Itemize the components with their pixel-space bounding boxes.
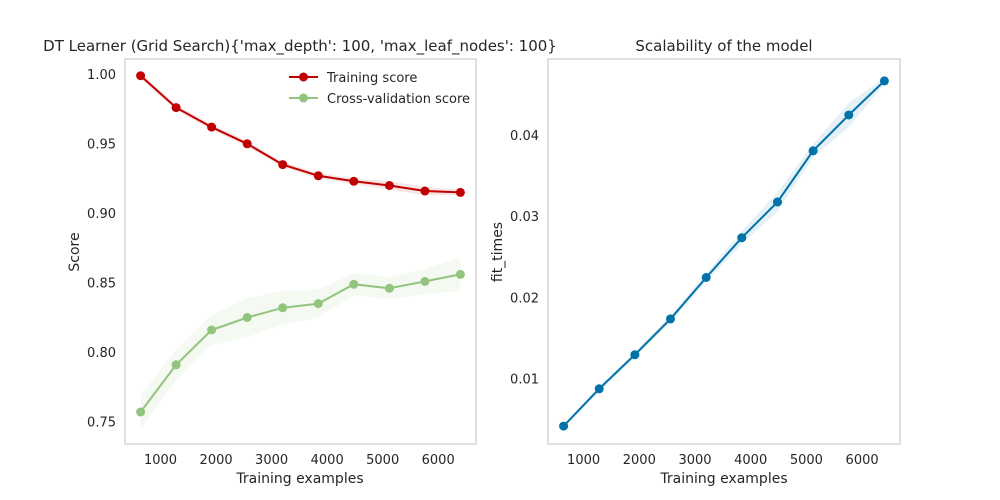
scalability-line-series-0 (562, 80, 886, 427)
learning-curve-point-cross-validation-score (349, 279, 359, 289)
learning-curve-point-cross-validation-score (136, 407, 146, 417)
scalability-xlabel: Training examples (659, 471, 787, 487)
learning-curve-xtick-label: 1000 (144, 453, 177, 468)
learning-curve-point-cross-validation-score (455, 269, 465, 279)
scalability-point-series-0 (594, 384, 604, 394)
scalability-xticks: 1000 2000 3000 4000 5000 6000 (567, 453, 879, 468)
scalability-title: Scalability of the model (635, 37, 812, 55)
learning-curve-point-cross-validation-score (242, 313, 252, 322)
learning-curve-xticks: 1000 2000 3000 4000 5000 6000 (144, 453, 455, 468)
learning-curve-ytick-label: 0.85 (87, 276, 116, 291)
scalability-yticks: 0.01 0.02 0.03 0.04 (510, 129, 539, 388)
learning-curve-chart: DT Learner (Grid Search){'max_depth': 10… (43, 37, 557, 487)
learning-curve-ytick-label: 0.80 (87, 346, 116, 361)
legend-marker-training-score (299, 72, 308, 82)
scalability-ytick-label: 0.02 (510, 291, 539, 306)
legend-marker-cross-validation-score (299, 93, 308, 103)
learning-curve-point-training-score (207, 122, 217, 132)
scalability-point-series-0 (879, 76, 889, 86)
learning-curve-ytick-label: 0.90 (87, 207, 116, 222)
learning-curve-point-training-score (313, 171, 323, 181)
scalability-point-series-0 (701, 273, 711, 282)
scalability-point-series-0 (737, 233, 747, 243)
learning-curve-point-cross-validation-score (207, 325, 217, 335)
scalability-xtick-label: 6000 (846, 453, 879, 468)
scalability-xtick-label: 3000 (678, 453, 711, 468)
learning-curve-band-cross-validation-score (140, 257, 461, 429)
scalability-xtick-label: 2000 (623, 453, 656, 468)
learning-curve-ylabel: Score (67, 232, 83, 271)
learning-curve-xtick-label: 4000 (311, 453, 344, 468)
learning-curve-point-cross-validation-score (313, 299, 323, 309)
learning-curve-point-training-score (384, 181, 394, 190)
scalability-point-series-0 (773, 197, 782, 207)
learning-curve-xlabel: Training examples (235, 471, 363, 487)
scalability-xtick-label: 1000 (567, 453, 600, 468)
learning-curve-xtick-label: 6000 (422, 453, 455, 468)
learning-curve-ytick-label: 0.95 (87, 137, 116, 152)
learning-curve-xtick-label: 5000 (366, 453, 399, 468)
scalability-xtick-label: 4000 (734, 453, 767, 468)
learning-curve-point-training-score (242, 139, 252, 149)
scalability-xtick-label: 5000 (790, 453, 823, 468)
learning-curve-point-cross-validation-score (171, 360, 181, 370)
legend-entry-training-score: Training score (289, 71, 417, 86)
learning-curve-point-cross-validation-score (384, 283, 394, 293)
scalability-point-series-0 (808, 146, 818, 156)
learning-curve-ytick-label: 1.00 (87, 68, 116, 83)
learning-curve-yticks: 0.75 0.80 0.85 0.90 0.95 1.00 (87, 68, 116, 430)
learning-curve-line-training-score (139, 74, 461, 194)
learning-curve-point-training-score (171, 103, 181, 113)
scalability-lines (562, 80, 886, 427)
learning-curve-lines (139, 74, 461, 413)
learning-curve-point-training-score (278, 160, 288, 170)
learning-curve-point-training-score (136, 71, 146, 81)
learning-curve-point-cross-validation-score (278, 303, 288, 313)
learning-curve-xtick-label: 2000 (200, 453, 233, 468)
scalability-ytick-label: 0.01 (510, 373, 539, 388)
scalability-point-series-0 (630, 350, 640, 360)
learning-curve-legend: Training score Cross-validation score (289, 71, 470, 107)
scalability-chart: Scalability of the model Training exampl… (490, 37, 901, 487)
learning-curve-point-training-score (420, 186, 430, 196)
learning-curve-ytick-label: 0.75 (87, 415, 116, 430)
learning-curve-plot-area (124, 58, 477, 445)
learning-curve-title: DT Learner (Grid Search){'max_depth': 10… (43, 37, 557, 56)
learning-curve-line-cross-validation-score (139, 273, 461, 413)
legend-entry-cross-validation-score: Cross-validation score (289, 92, 470, 107)
learning-curve-points (136, 71, 465, 417)
legend-label-training-score: Training score (326, 71, 417, 86)
legend-label-cross-validation-score: Cross-validation score (327, 92, 470, 107)
learning-curve-point-training-score (349, 176, 359, 186)
scalability-ytick-label: 0.04 (510, 129, 539, 144)
scalability-points (559, 76, 889, 431)
learning-curve-xtick-label: 3000 (255, 453, 288, 468)
scalability-point-series-0 (666, 314, 675, 324)
scalability-point-series-0 (559, 421, 569, 431)
scalability-ytick-label: 0.03 (510, 210, 539, 225)
learning-curve-point-training-score (455, 187, 465, 197)
scalability-ylabel: fit_times (490, 222, 506, 282)
scalability-point-series-0 (844, 110, 854, 120)
learning-curve-point-cross-validation-score (420, 276, 430, 286)
